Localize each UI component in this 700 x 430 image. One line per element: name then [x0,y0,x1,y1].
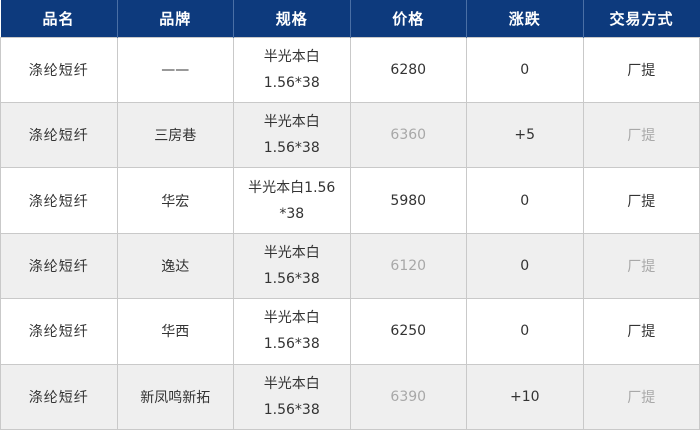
spec-cell: 半光本白1.56 *38 [233,167,351,234]
col-header-product: 品名 [0,0,117,37]
col-header-spec: 规格 [233,0,350,37]
change-cell: +10 [466,363,584,430]
change-cell: 0 [466,167,584,234]
header-row: 品名 品牌 规格 价格 涨跌 交易方式 [0,0,700,37]
spec-line-1: 半光本白1.56 [248,179,336,196]
table-row: 涤纶短纤 逸达 半光本白 1.56*38 6120 0 厂提 [0,232,700,300]
trade-method-cell: 厂提 [582,36,700,103]
brand-cell: —— [116,36,234,103]
spec-line-2: 1.56*38 [263,74,320,91]
product-name-cell: 涤纶短纤 [0,36,118,103]
col-header-trade: 交易方式 [582,0,700,37]
spec-line-2: 1.56*38 [263,336,320,353]
product-name-cell: 涤纶短纤 [0,167,118,234]
product-name-cell: 涤纶短纤 [0,232,118,300]
table-body: 涤纶短纤 —— 半光本白 1.56*38 6280 0 厂提 涤纶短纤 三房巷 … [0,36,700,430]
spec-line-2: 1.56*38 [263,270,320,287]
table-row: 涤纶短纤 华宏 半光本白1.56 *38 5980 0 厂提 [0,167,700,234]
brand-cell: 三房巷 [116,101,234,169]
spec-cell: 半光本白 1.56*38 [233,232,351,300]
table-header: 品名 品牌 规格 价格 涨跌 交易方式 [0,0,700,37]
col-header-change: 涨跌 [466,0,583,37]
change-cell: 0 [466,232,584,300]
product-name-cell: 涤纶短纤 [0,101,118,169]
spec-cell: 半光本白 1.56*38 [233,36,351,103]
product-name-cell: 涤纶短纤 [0,363,118,430]
price-cell: 5980 [349,167,467,234]
change-cell: 0 [466,36,584,103]
price-cell: 6120 [349,232,467,300]
spec-line-1: 半光本白 [263,310,320,327]
spec-cell: 半光本白 1.56*38 [233,363,351,430]
trade-method-cell: 厂提 [582,232,700,300]
spec-line-2: 1.56*38 [263,140,320,157]
change-cell: +5 [466,101,584,169]
price-cell: 6360 [349,101,467,169]
product-name-cell: 涤纶短纤 [0,298,118,365]
table-row: 涤纶短纤 新凤鸣新拓 半光本白 1.56*38 6390 +10 厂提 [0,363,700,430]
spec-line-2: 1.56*38 [263,401,320,418]
table-row: 涤纶短纤 华西 半光本白 1.56*38 6250 0 厂提 [0,298,700,365]
trade-method-cell: 厂提 [582,101,700,169]
spec-line-2: *38 [279,205,305,222]
trade-method-cell: 厂提 [582,167,700,234]
spec-line-1: 半光本白 [263,375,320,392]
change-cell: 0 [466,298,584,365]
brand-cell: 华宏 [116,167,234,234]
trade-method-cell: 厂提 [582,363,700,430]
brand-cell: 新凤鸣新拓 [116,363,234,430]
table-row: 涤纶短纤 三房巷 半光本白 1.56*38 6360 +5 厂提 [0,101,700,169]
price-cell: 6390 [349,363,467,430]
spec-cell: 半光本白 1.56*38 [233,101,351,169]
spec-line-1: 半光本白 [263,114,320,131]
price-cell: 6250 [349,298,467,365]
col-header-price: 价格 [349,0,467,37]
brand-cell: 逸达 [116,232,234,300]
table-row: 涤纶短纤 —— 半光本白 1.56*38 6280 0 厂提 [0,36,700,103]
col-header-brand: 品牌 [116,0,234,37]
spec-line-1: 半光本白 [263,244,320,261]
spec-cell: 半光本白 1.56*38 [233,298,351,365]
trade-method-cell: 厂提 [582,298,700,365]
spec-line-1: 半光本白 [263,48,320,65]
price-cell: 6280 [349,36,467,103]
brand-cell: 华西 [116,298,234,365]
